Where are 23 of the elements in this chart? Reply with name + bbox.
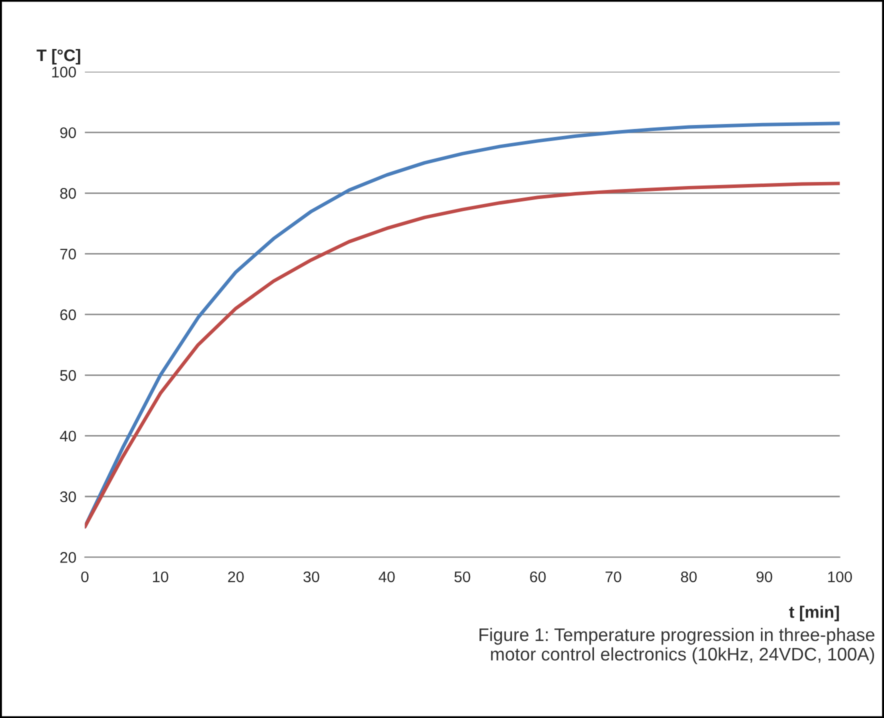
y-tick-label: 100 [52,66,76,78]
y-tick-label: 20 [60,552,76,563]
y-tick-label: 40 [60,430,76,442]
y-tick-label: 70 [60,248,76,260]
y-axis-title: T [°C] [36,48,80,65]
y-tick-label: 80 [60,188,76,199]
x-tick-label: 30 [303,571,320,582]
x-tick-label: 40 [378,571,395,582]
x-tick-label: 20 [228,571,244,582]
x-tick-label: 70 [606,571,622,582]
x-tick-label: 100 [828,571,852,582]
x-tick-label: 90 [756,571,772,582]
y-tick-label: 60 [60,309,76,320]
x-tick-label: 50 [454,571,470,582]
x-tick-label: 0 [81,571,89,582]
x-axis-title: t [min] [789,606,839,622]
x-tick-label: 80 [680,571,697,582]
caption: Figure 1: Temperature progression in three-phase motor control electronics (10kHz, 24VDC, 100A) [480,628,874,664]
y-tick-label: 30 [60,491,76,502]
y-tick-label: 90 [60,127,76,138]
x-tick-label: 60 [530,571,546,582]
x-tick-label: 10 [153,571,168,582]
y-tick-label: 50 [60,370,76,381]
